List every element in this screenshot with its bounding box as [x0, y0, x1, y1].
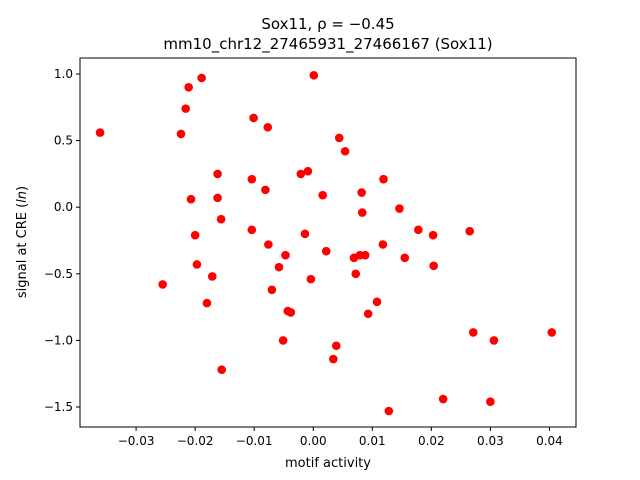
data-point [274, 262, 284, 272]
y-axis-label: signal at CRE (ln) [15, 186, 30, 298]
data-point [340, 146, 350, 156]
data-point [428, 230, 438, 240]
data-point [176, 129, 186, 139]
y-axis-ticks: −1.5 −1.0 −0.5 0.0 0.5 1.0 [44, 67, 80, 414]
data-point [547, 328, 557, 337]
data-point [216, 214, 226, 224]
data-point [331, 341, 341, 351]
data-point [202, 298, 212, 308]
data-point [438, 394, 448, 404]
data-point [263, 122, 273, 132]
data-point [217, 365, 227, 375]
data-point [261, 185, 270, 195]
data-point [414, 225, 423, 235]
data-point [363, 309, 373, 319]
y-tick-label: −1.0 [44, 333, 73, 347]
data-point [489, 336, 499, 345]
y-tick-label: −0.5 [44, 267, 73, 281]
data-point [357, 208, 367, 217]
x-tick-label: 0.00 [300, 434, 327, 448]
data-point [360, 250, 370, 260]
data-point [184, 83, 193, 92]
data-point [213, 193, 222, 203]
data-point [334, 133, 344, 143]
data-point [278, 336, 288, 345]
data-point [267, 285, 277, 295]
data-point [378, 240, 388, 249]
data-point [197, 73, 206, 83]
y-tick-label: 1.0 [54, 67, 73, 81]
data-point [306, 274, 316, 284]
data-point [465, 226, 475, 236]
y-axis-label-tail: ) [15, 186, 30, 191]
x-tick-label: 0.03 [477, 434, 504, 448]
chart-title-line1: Sox11, ρ = −0.45 [261, 15, 394, 33]
data-point [379, 174, 388, 184]
y-axis-label-italic: ln [15, 191, 30, 203]
data-point [329, 354, 338, 364]
x-axis-label: motif activity [285, 456, 371, 471]
data-point [300, 229, 310, 239]
data-point [486, 397, 495, 406]
data-point [400, 253, 410, 263]
data-point [247, 225, 257, 235]
data-point [318, 190, 327, 200]
x-axis-ticks: −0.03 −0.02 −0.01 0.00 0.01 0.02 0.03 0.04 [118, 427, 563, 448]
data-point [192, 260, 202, 269]
data-point [158, 280, 167, 289]
y-tick-label: 0.5 [54, 134, 73, 148]
data-point [247, 174, 257, 184]
x-tick-label: −0.03 [118, 434, 155, 448]
data-point [281, 250, 290, 260]
data-point [309, 71, 319, 80]
data-point [181, 104, 190, 113]
data-point [249, 113, 258, 123]
data-point [190, 230, 200, 240]
data-point [372, 297, 382, 307]
chart-title-line2: mm10_chr12_27465931_27466167 (Sox11) [163, 35, 492, 54]
data-point [303, 166, 313, 176]
plot-frame [79, 57, 577, 428]
y-tick-label: 0.0 [54, 200, 73, 214]
data-point [468, 328, 478, 337]
x-tick-label: 0.02 [418, 434, 445, 448]
data-point [186, 194, 196, 204]
data-point [296, 169, 306, 179]
y-axis-label-text: signal at CRE ( [15, 203, 30, 298]
data-point [95, 128, 105, 137]
data-point [395, 204, 404, 213]
x-tick-label: 0.04 [536, 434, 563, 448]
data-point [321, 246, 331, 256]
data-point [286, 308, 296, 317]
y-tick-label: −1.5 [44, 400, 73, 414]
data-point [357, 188, 366, 197]
x-tick-label: −0.02 [177, 434, 214, 448]
data-point [351, 269, 361, 279]
data-point [429, 261, 439, 271]
x-tick-label: 0.01 [359, 434, 386, 448]
data-point [264, 240, 273, 249]
data-points [95, 71, 557, 416]
data-point [384, 406, 394, 416]
data-point [213, 169, 222, 179]
x-tick-label: −0.01 [236, 434, 273, 448]
data-point [207, 272, 217, 281]
